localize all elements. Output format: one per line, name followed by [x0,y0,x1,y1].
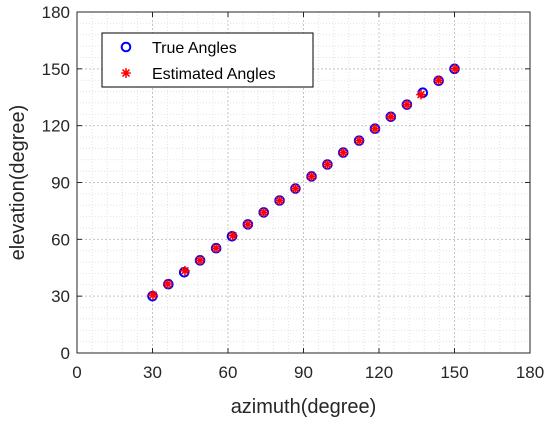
legend-label-true-angles: True Angles [152,40,237,57]
x-axis-label: azimuth(degree) [231,396,377,418]
estimated-angle-point [162,279,173,290]
estimated-angle-point [227,230,238,241]
y-axis-label: elevation(degree) [7,105,29,261]
x-tick-label: 90 [294,363,313,382]
estimated-angle-point [195,255,206,266]
estimated-angle-point [242,219,253,230]
estimated-angle-point [148,290,159,301]
estimated-angle-point [433,75,444,86]
axis-ticks: 0 30 60 90 120 150 180 0 30 60 90 120 150 180 [42,3,545,382]
estimated-angle-point [354,135,365,146]
estimated-angle-point [258,207,269,218]
y-tick-label: 60 [51,230,70,249]
x-tick-label: 60 [219,363,238,382]
y-tick-label: 180 [42,3,70,22]
x-tick-label: 180 [516,363,544,382]
x-tick-label: 30 [143,363,162,382]
x-tick-label: 0 [72,363,81,382]
estimated-angle-point [211,243,222,254]
estimated-angle-point [416,89,427,100]
estimated-angle-point [338,147,349,158]
y-tick-label: 90 [51,174,70,193]
estimated-angle-point [179,265,190,276]
y-tick-label: 30 [51,287,70,306]
y-tick-label: 150 [42,60,70,79]
estimated-angle-point [401,99,412,110]
estimated-angle-point [274,195,285,206]
y-tick-label: 0 [61,344,70,363]
estimated-angle-point [306,171,317,182]
legend-box [101,32,314,88]
legend-asterisk-shape [121,68,131,78]
legend-label-estimated-angles: Estimated Angles [152,66,276,83]
estimated-angle-point [322,159,333,170]
x-tick-label: 120 [365,363,393,382]
estimated-angle-point [290,183,301,194]
legend: True Angles Estimated Angles [101,32,314,88]
legend-marker-true-angles [120,41,132,53]
x-tick-label: 150 [440,363,468,382]
data-marks [147,63,461,302]
estimated-angle-point [369,123,380,134]
estimated-angle-point [385,111,396,122]
estimated-angle-point [450,63,461,74]
legend-marker-estimated-angles [121,68,131,78]
y-tick-label: 120 [42,117,70,136]
